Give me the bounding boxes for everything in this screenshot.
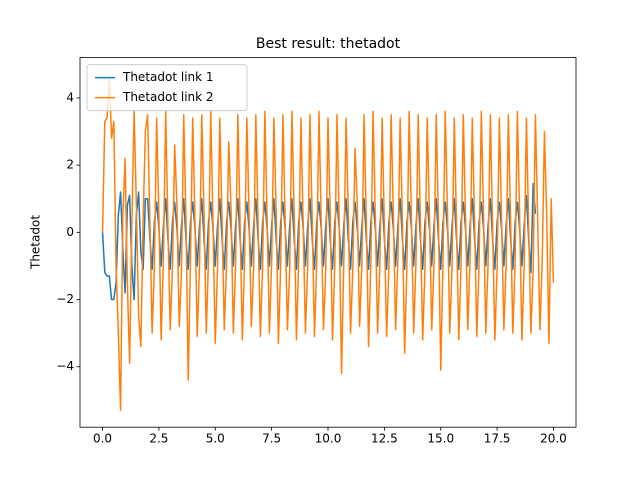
x-tick-label: 12.5 [371, 432, 398, 446]
x-tick-label: 2.5 [149, 432, 168, 446]
plot-frame [79, 57, 577, 428]
legend-label: Thetadot link 1 [122, 70, 214, 84]
x-tick-label: 15.0 [427, 432, 454, 446]
x-tick-label: 10.0 [315, 432, 342, 446]
x-tick-label: 17.5 [484, 432, 511, 446]
y-tick-label: −2 [56, 292, 74, 306]
x-tick-label: 5.0 [206, 432, 225, 446]
data-line [101, 182, 537, 301]
x-tick-label: 20.0 [540, 432, 567, 446]
y-axis-label: Thetadot [29, 215, 43, 270]
y-tick-label: 4 [66, 90, 74, 104]
legend-box [86, 64, 248, 112]
x-tick-label: 7.5 [262, 432, 281, 446]
y-tick-label: 2 [66, 158, 74, 172]
y-tick-label: 0 [66, 225, 74, 239]
legend-label: Thetadot link 2 [122, 90, 214, 104]
y-tick-label: −4 [56, 359, 74, 373]
data-line [101, 77, 555, 412]
x-tick-label: 0.0 [93, 432, 112, 446]
chart-title: Best result: thetadot [256, 36, 401, 52]
